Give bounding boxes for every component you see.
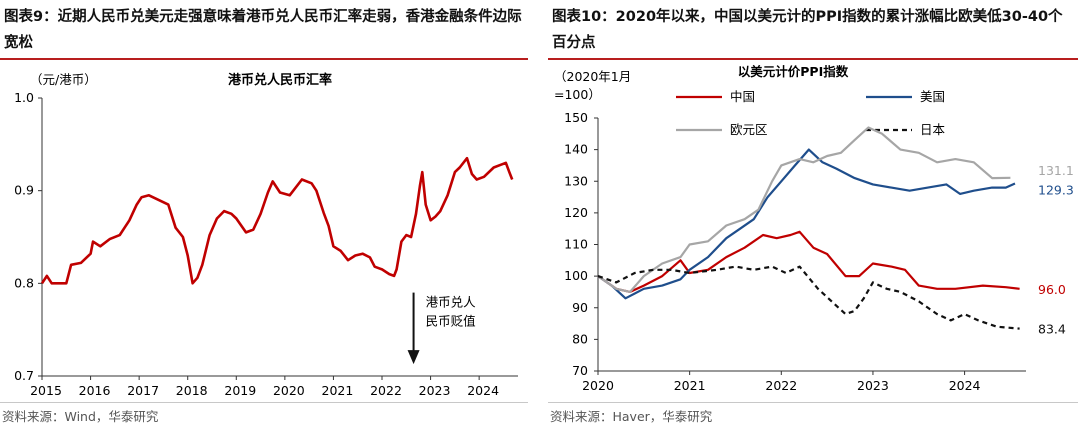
right-series-line-1 — [597, 148, 1016, 300]
left-chart-title: 港币兑人民币汇率 — [228, 72, 332, 88]
right-title-rule — [548, 58, 1078, 60]
left-y-tick-label: 1.0 — [14, 90, 34, 105]
right-figure-title: 图表10：2020年以来，中国以美元计的PPI指数的累计涨幅比欧美低30-40个… — [552, 9, 1063, 51]
left-x-tick-label: 2016 — [79, 383, 111, 398]
right-figure-panel: 图表10：2020年以来，中国以美元计的PPI指数的累计涨幅比欧美低30-40个… — [548, 0, 1080, 430]
right-y-tick-label: 120 — [564, 205, 588, 220]
right-end-label-0: 96.0 — [1038, 282, 1066, 297]
right-chart-title: 以美元计价PPI指数 — [738, 64, 849, 79]
right-legend-label-3: 日本 — [920, 122, 946, 137]
right-source-text: 资料来源：Haver，华泰研究 — [550, 409, 713, 424]
left-x-tick-label: 2015 — [30, 383, 62, 398]
right-x-tick-label: 2023 — [857, 378, 889, 393]
left-x-tick-label: 2023 — [419, 383, 451, 398]
right-source-rule — [548, 402, 1078, 403]
right-x-tick-label: 2020 — [582, 378, 614, 393]
left-y-tick-label: 0.7 — [14, 368, 34, 383]
right-y-tick-label: 70 — [572, 363, 588, 378]
left-annotation-text: 民币贬值 — [426, 314, 476, 329]
left-annotation-text: 港币兑人 — [426, 295, 477, 310]
left-figure-title: 图表9：近期人民币兑美元走强意味着港币兑人民币汇率走弱，香港金融条件边际宽松 — [4, 9, 522, 51]
right-y-unit-label: =100） — [554, 87, 601, 102]
right-x-tick-label: 2024 — [949, 378, 981, 393]
right-y-tick-label: 140 — [564, 142, 588, 157]
right-end-label-1: 129.3 — [1038, 182, 1074, 197]
right-series-line-2 — [597, 126, 1011, 293]
left-y-tick-label: 0.8 — [14, 275, 34, 290]
left-x-tick-label: 2018 — [176, 383, 208, 398]
left-figure-panel: 图表9：近期人民币兑美元走强意味着港币兑人民币汇率走弱，香港金融条件边际宽松 港… — [0, 0, 530, 430]
left-x-tick-label: 2017 — [127, 383, 159, 398]
left-x-tick-label: 2020 — [273, 383, 305, 398]
right-legend-label-1: 美国 — [920, 89, 945, 104]
left-annotation-arrowhead — [407, 350, 420, 365]
right-y-tick-label: 80 — [572, 331, 588, 346]
right-series-line-3 — [597, 265, 1020, 330]
left-source-rule — [0, 402, 528, 403]
right-legend-label-2: 欧元区 — [730, 122, 768, 137]
left-x-tick-label: 2021 — [322, 383, 354, 398]
left-source-text: 资料来源：Wind，华泰研究 — [2, 409, 159, 424]
left-series-line-0 — [40, 156, 514, 285]
right-y-tick-label: 150 — [564, 110, 588, 125]
right-x-tick-label: 2022 — [765, 378, 797, 393]
left-y-unit-label: （元/港币） — [30, 72, 97, 87]
right-end-label-2: 131.1 — [1038, 163, 1074, 178]
right-y-unit-label: （2020年1月 — [554, 69, 631, 84]
left-x-tick-label: 2024 — [467, 383, 499, 398]
right-y-tick-label: 100 — [564, 268, 588, 283]
right-y-tick-label: 130 — [564, 173, 588, 188]
right-series-line-0 — [597, 230, 1020, 293]
left-x-tick-label: 2022 — [370, 383, 402, 398]
right-legend-label-0: 中国 — [730, 89, 755, 104]
left-chart-svg: 港币兑人民币汇率 （元/港币） 0.7 0.8 0.9 1.0 2015 2016 2017 20… — [14, 72, 518, 398]
right-y-tick-label: 90 — [572, 300, 588, 315]
left-y-tick-label: 0.9 — [14, 183, 34, 198]
right-x-tick-label: 2021 — [674, 378, 706, 393]
right-chart-svg: 以美元计价PPI指数 （2020年1月 =100） 70 80 90 100 110 120 13… — [554, 64, 1074, 393]
left-title-rule — [0, 58, 528, 60]
left-x-tick-label: 2019 — [224, 383, 256, 398]
right-y-tick-label: 110 — [564, 237, 588, 252]
right-end-label-3: 83.4 — [1038, 322, 1066, 337]
